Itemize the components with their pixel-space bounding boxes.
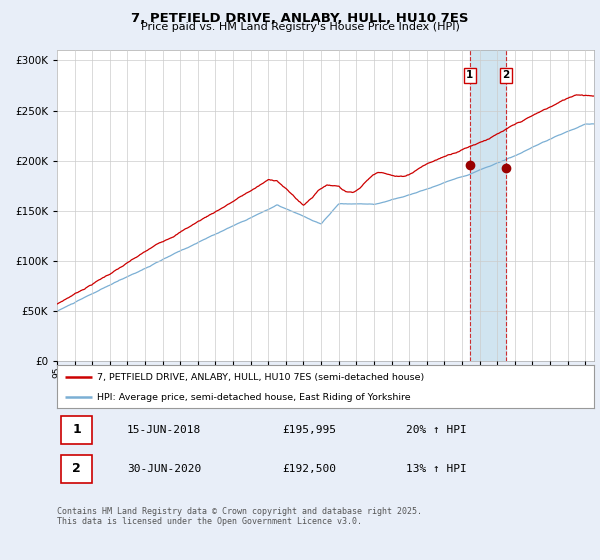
FancyBboxPatch shape bbox=[61, 416, 92, 444]
Text: 1: 1 bbox=[466, 71, 473, 81]
Text: 1: 1 bbox=[73, 423, 81, 436]
Text: 20% ↑ HPI: 20% ↑ HPI bbox=[406, 425, 467, 435]
Text: Contains HM Land Registry data © Crown copyright and database right 2025.
This d: Contains HM Land Registry data © Crown c… bbox=[57, 507, 422, 526]
Text: 15-JUN-2018: 15-JUN-2018 bbox=[127, 425, 201, 435]
Text: £195,995: £195,995 bbox=[283, 425, 337, 435]
Text: 2: 2 bbox=[502, 71, 509, 81]
Text: 7, PETFIELD DRIVE, ANLABY, HULL, HU10 7ES: 7, PETFIELD DRIVE, ANLABY, HULL, HU10 7E… bbox=[131, 12, 469, 25]
Text: HPI: Average price, semi-detached house, East Riding of Yorkshire: HPI: Average price, semi-detached house,… bbox=[97, 393, 411, 402]
Text: 13% ↑ HPI: 13% ↑ HPI bbox=[406, 464, 467, 474]
Text: £192,500: £192,500 bbox=[283, 464, 337, 474]
Text: 7, PETFIELD DRIVE, ANLABY, HULL, HU10 7ES (semi-detached house): 7, PETFIELD DRIVE, ANLABY, HULL, HU10 7E… bbox=[97, 372, 425, 381]
Text: 30-JUN-2020: 30-JUN-2020 bbox=[127, 464, 201, 474]
Bar bbox=[470, 50, 506, 361]
Text: Price paid vs. HM Land Registry's House Price Index (HPI): Price paid vs. HM Land Registry's House … bbox=[140, 22, 460, 32]
FancyBboxPatch shape bbox=[61, 455, 92, 483]
Text: 2: 2 bbox=[73, 463, 81, 475]
